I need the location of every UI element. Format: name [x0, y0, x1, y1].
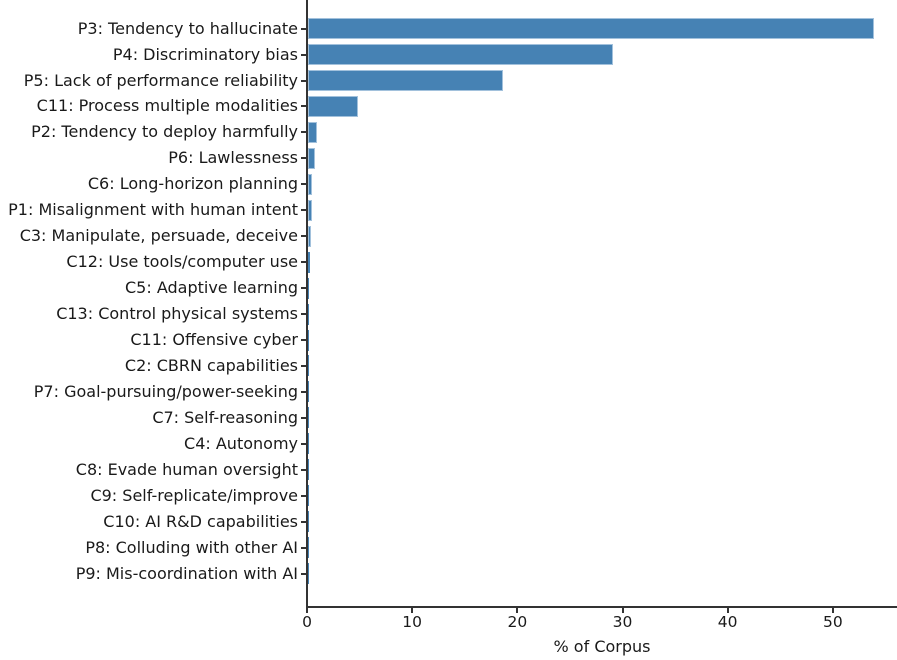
- y-tick-mark: [301, 235, 306, 238]
- bar: [308, 95, 359, 117]
- x-tick-mark: [831, 608, 834, 613]
- y-tick-label: C12: Use tools/computer use: [66, 252, 298, 272]
- bar: [308, 511, 309, 533]
- y-tick-mark: [301, 572, 306, 575]
- y-tick-label: C3: Manipulate, persuade, deceive: [19, 226, 298, 246]
- x-tick-mark: [621, 608, 624, 613]
- y-tick-mark: [301, 339, 306, 341]
- bar: [308, 121, 318, 143]
- bar: [308, 173, 312, 195]
- bar: [308, 381, 309, 403]
- y-tick-mark: [301, 79, 306, 82]
- y-tick-mark: [301, 416, 306, 419]
- y-tick-mark: [301, 364, 306, 367]
- x-tick-label: 0: [302, 613, 312, 631]
- y-tick-mark: [301, 546, 306, 549]
- bar: [308, 329, 309, 351]
- y-tick-mark: [301, 261, 306, 264]
- y-tick-mark: [301, 494, 306, 497]
- y-tick-mark: [301, 209, 306, 212]
- bar: [308, 537, 309, 559]
- y-tick-mark: [301, 157, 306, 160]
- y-tick-label: P2: Tendency to deploy harmfully: [31, 122, 298, 142]
- x-tick-mark: [306, 608, 308, 613]
- y-tick-label: C6: Long-horizon planning: [87, 174, 298, 194]
- bar: [308, 407, 309, 429]
- x-tick-label: 50: [822, 613, 843, 631]
- y-tick-label: P1: Misalignment with human intent: [8, 200, 298, 220]
- y-tick-label: P9: Mis-coordination with AI: [75, 563, 298, 583]
- bar: [308, 433, 309, 455]
- y-tick-label: P4: Discriminatory bias: [112, 44, 298, 64]
- x-tick-mark: [726, 608, 729, 613]
- bar: [308, 251, 310, 273]
- y-tick-mark: [301, 105, 306, 108]
- x-tick-label: 30: [612, 613, 633, 631]
- x-tick-mark: [411, 608, 414, 613]
- y-tick-label: C5: Adaptive learning: [125, 278, 298, 298]
- y-tick-label: C7: Self-reasoning: [152, 407, 298, 427]
- y-tick-label: C11: Process multiple modalities: [36, 96, 298, 116]
- bar: [308, 44, 613, 66]
- y-tick-mark: [301, 442, 306, 445]
- bar: [308, 563, 309, 585]
- y-tick-label: P6: Lawlessness: [168, 148, 298, 168]
- y-tick-mark: [301, 27, 306, 30]
- y-tick-label: C2: CBRN capabilities: [124, 355, 298, 375]
- bar: [308, 147, 315, 169]
- bar: [308, 303, 310, 325]
- y-tick-mark: [301, 520, 306, 523]
- y-tick-label: P3: Tendency to hallucinate: [77, 18, 298, 38]
- y-tick-mark: [301, 53, 306, 56]
- y-tick-mark: [301, 390, 306, 393]
- y-tick-label: C4: Autonomy: [184, 433, 298, 453]
- bar: [308, 459, 309, 481]
- y-tick-label: P5: Lack of performance reliability: [23, 70, 298, 90]
- y-tick-label: C8: Evade human oversight: [75, 459, 298, 479]
- y-tick-label: P7: Goal-pursuing/power-seeking: [33, 381, 298, 401]
- x-tick-label: 10: [402, 613, 423, 631]
- bar: [308, 485, 309, 507]
- y-tick-mark: [301, 287, 306, 290]
- x-tick-label: 40: [717, 613, 738, 631]
- bar: [308, 355, 309, 377]
- bar: [308, 70, 503, 91]
- y-axis-line: [306, 0, 308, 608]
- y-tick-mark: [301, 313, 306, 316]
- y-tick-label: C11: Offensive cyber: [130, 330, 298, 349]
- y-tick-label: C10: AI R&D capabilities: [103, 511, 298, 531]
- y-tick-mark: [301, 183, 306, 186]
- x-tick-label: 20: [507, 613, 528, 631]
- x-axis-title: % of Corpus: [553, 637, 651, 656]
- bar: [308, 277, 310, 299]
- y-tick-mark: [301, 468, 306, 471]
- y-tick-label: P8: Colluding with other AI: [85, 537, 298, 557]
- x-tick-mark: [516, 608, 519, 613]
- bar: [308, 18, 874, 40]
- bar: [308, 225, 312, 247]
- y-tick-mark: [301, 131, 306, 134]
- x-axis-line: [306, 606, 897, 608]
- bar: [308, 199, 312, 221]
- y-tick-label: C9: Self-replicate/improve: [90, 485, 298, 505]
- y-tick-label: C13: Control physical systems: [56, 304, 298, 324]
